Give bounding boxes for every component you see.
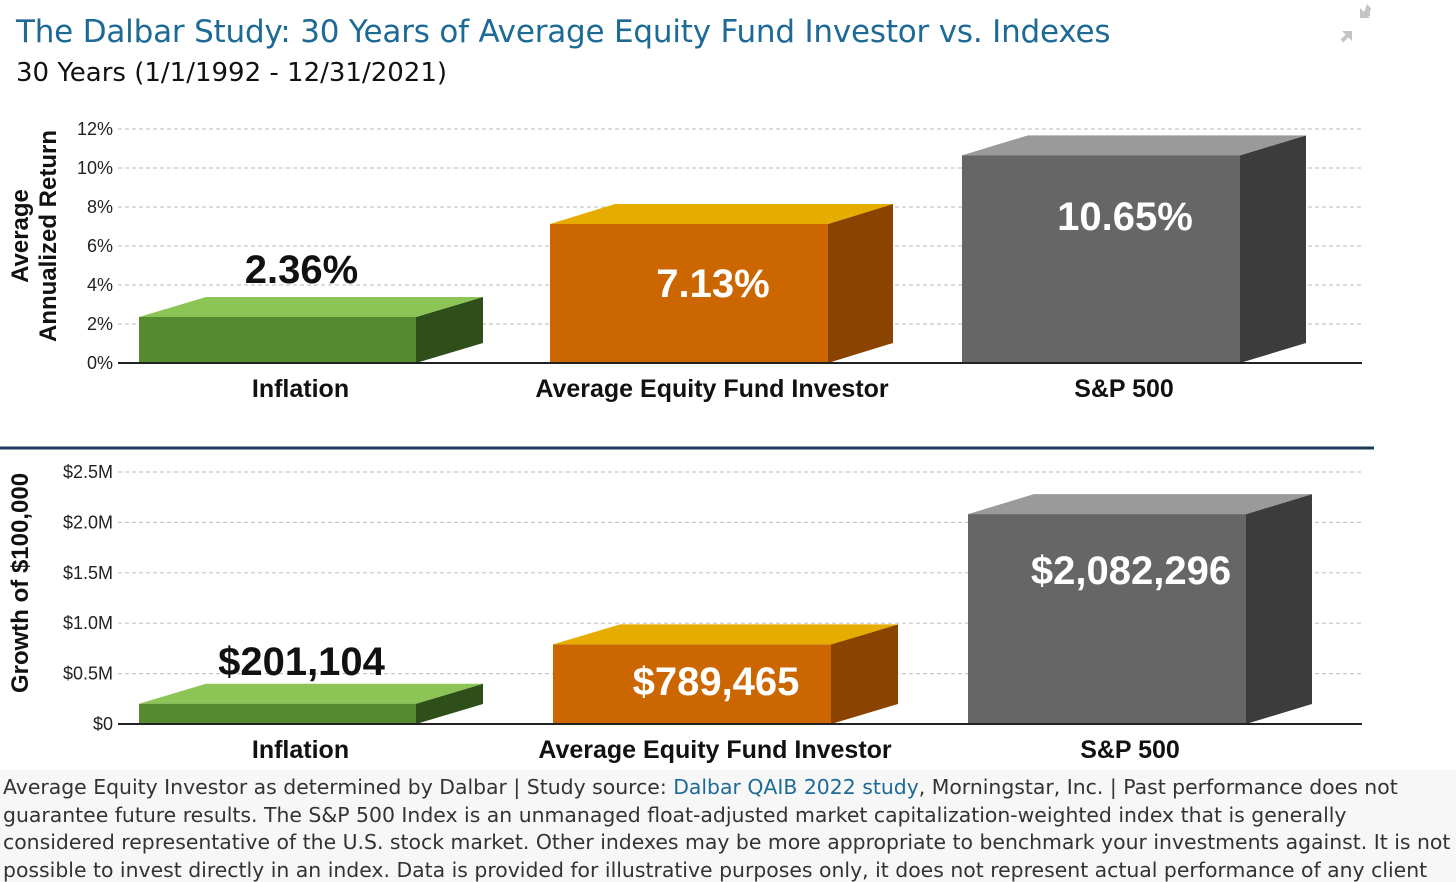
data-label: 7.13%: [656, 262, 769, 306]
bar: [968, 514, 1246, 724]
disclaimer-line: guarantee future results. The S&P 500 In…: [3, 802, 1456, 830]
y-tick-label: 4%: [87, 275, 113, 295]
bar: [139, 317, 416, 363]
data-label: $789,465: [633, 660, 800, 704]
bar-side: [1246, 494, 1312, 724]
bar-side: [828, 204, 893, 363]
disclaimer-line: Average Equity Investor as determined by…: [3, 774, 1456, 802]
y-tick-label: 0%: [87, 353, 113, 373]
x-category-label: Average Equity Fund Investor: [538, 736, 892, 764]
x-category-label: Inflation: [252, 736, 349, 764]
disclaimer-footer: Average Equity Investor as determined by…: [0, 770, 1456, 882]
y-axis-label: Average: [7, 189, 34, 283]
data-label: 2.36%: [245, 248, 358, 292]
y-tick-label: $1.0M: [63, 613, 113, 633]
study-source-link[interactable]: Dalbar QAIB 2022 study: [673, 775, 919, 799]
y-tick-label: 10%: [77, 158, 113, 178]
y-tick-label: $0.5M: [63, 664, 113, 684]
data-label: 10.65%: [1057, 195, 1193, 239]
disclaimer-line: considered representative of the U.S. st…: [3, 829, 1456, 857]
data-label: $201,104: [218, 640, 386, 684]
x-category-label: S&P 500: [1080, 736, 1180, 764]
charts-canvas: 0% 2% 4% 6% 8% 10% 12% Average Annualized Return…: [0, 0, 1456, 770]
x-category-label: Inflation: [252, 375, 349, 403]
y-tick-label: $2.5M: [63, 462, 113, 482]
data-label: $2,082,296: [1031, 549, 1231, 593]
bar: [962, 155, 1240, 363]
y-tick-label: $1.5M: [63, 563, 113, 583]
x-category-label: S&P 500: [1074, 375, 1174, 403]
x-category-label: Average Equity Fund Investor: [535, 375, 889, 403]
y-tick-label: 8%: [87, 197, 113, 217]
annualized-return-chart: 0% 2% 4% 6% 8% 10% 12% Average Annualized Return…: [7, 119, 1362, 403]
y-tick-label: $0: [93, 714, 113, 734]
y-axis-label: Growth of $100,000: [7, 473, 34, 693]
y-tick-label: 2%: [87, 314, 113, 334]
bar: [139, 704, 416, 724]
growth-chart: $0 $0.5M $1.0M $1.5M $2.0M $2.5M Growth of $10…: [7, 462, 1362, 764]
y-tick-label: $2.0M: [63, 512, 113, 532]
y-axis-label: Annualized Return: [35, 130, 62, 342]
y-tick-label: 12%: [77, 119, 113, 139]
bar-side: [1240, 135, 1306, 363]
y-tick-label: 6%: [87, 236, 113, 256]
disclaimer-line: possible to invest directly in an index.…: [3, 857, 1456, 882]
